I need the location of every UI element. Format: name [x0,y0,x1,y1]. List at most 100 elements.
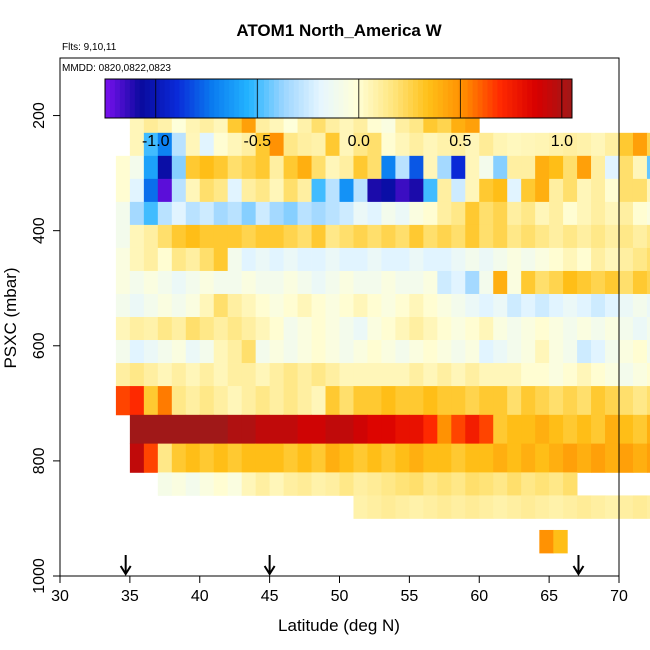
heatmap-cell [437,443,452,473]
heatmap-cell [213,340,229,364]
heatmap-cell [577,317,592,341]
heatmap-cell [535,224,550,249]
heatmap-cell [632,363,648,387]
heatmap-cell [632,443,648,473]
colorbar-swatch [189,79,195,118]
colorbar-swatch [124,79,131,118]
chart-title: ATOM1 North_America W [236,21,442,40]
colorbar-swatch [452,79,459,118]
heatmap-cell [535,472,550,496]
heatmap-cell [423,155,438,180]
heatmap-cell [507,443,522,473]
heatmap-cell [129,340,145,364]
heatmap-cell [479,247,494,272]
heatmap-cell [535,270,550,295]
heatmap-cell [199,363,215,387]
colorbar-swatch [358,79,364,118]
heatmap-cell [381,132,396,157]
heatmap-cell [311,155,326,180]
heatmap-cell [115,340,131,364]
heatmap-cell [241,472,257,496]
heatmap-cell [423,472,438,496]
heatmap-cell [479,495,494,519]
heatmap-cell [241,270,257,295]
heatmap-cell [423,495,438,519]
heatmap-cell [339,132,354,157]
heatmap-cell [395,472,410,496]
heatmap-cell [549,132,564,157]
heatmap-cell [185,443,201,473]
heatmap-cell [395,414,410,445]
heatmap-cell [577,495,592,519]
heatmap-cell [157,386,173,416]
heatmap-cell [367,224,382,249]
heatmap-cell [199,155,215,180]
heatmap-cell [395,495,410,519]
heatmap-cell [143,178,159,203]
heatmap-cell [157,247,173,272]
heatmap-cell [171,317,187,341]
heatmap-cell [479,340,494,364]
colorbar-swatch [164,79,171,118]
heatmap-cell [465,270,480,295]
heatmap-cell [646,317,650,341]
heatmap-cell [591,155,606,180]
heatmap-cell [507,363,522,387]
colorbar-swatch [522,79,528,118]
heatmap-cell [213,317,229,341]
colorbar: -1.0 -0.5 0.0 0.5 1.0 [104,78,573,150]
heatmap-cell [115,363,131,387]
heatmap-cell [325,247,340,272]
heatmap-cell [157,270,173,295]
heatmap-cell [395,224,410,249]
heatmap-cell [479,443,494,473]
colorbar-swatch [417,79,424,118]
heatmap-cell [339,386,354,416]
colorbar-tick-label: 0.0 [348,133,370,150]
heatmap-cell [507,472,522,496]
heatmap-cell [423,363,438,387]
heatmap-cell [521,201,536,226]
heatmap-cell [395,132,410,157]
heatmap-cell [646,443,650,473]
colorbar-swatch [139,79,146,118]
heatmap-cell [171,443,187,473]
heatmap-cell [395,443,410,473]
heatmap-cell [619,443,634,473]
heatmap-cell [255,270,271,295]
heatmap-cell [241,363,257,387]
heatmap-cell [423,132,438,157]
heatmap-cell [129,132,145,157]
heatmap-cell [143,224,159,249]
heatmap-cell [157,201,173,226]
heatmap-cell [185,270,201,295]
colorbar-swatch [467,79,474,118]
heatmap-cell [115,317,131,341]
heatmap-cell [577,132,592,157]
colorbar-swatch [239,79,245,118]
colorbar-swatch [298,79,305,118]
heatmap-cell [577,293,592,318]
heatmap-cell [269,443,285,473]
heatmap-cell [605,270,620,295]
heatmap-cell [213,224,229,249]
colorbar-swatch [398,79,404,118]
heatmap-cell [423,224,438,249]
heatmap-cell [129,247,145,272]
heatmap-cell [255,247,271,272]
heatmap-cell [367,317,382,341]
heatmap-cell [646,293,650,318]
heatmap-cell [241,155,257,180]
heatmap-cell [381,201,396,226]
heatmap-cell [563,443,578,473]
heatmap-cell [353,293,368,318]
heatmap-cell [451,443,466,473]
heatmap-cell [241,386,257,416]
colorbar-swatch [149,79,156,118]
heatmap-cell [577,443,592,473]
heatmap-cell [632,340,648,364]
colorbar-swatch [318,79,325,118]
heatmap-cell [283,201,298,226]
flight-marker-arrow-icon [263,555,276,576]
heatmap-cell [339,224,354,249]
